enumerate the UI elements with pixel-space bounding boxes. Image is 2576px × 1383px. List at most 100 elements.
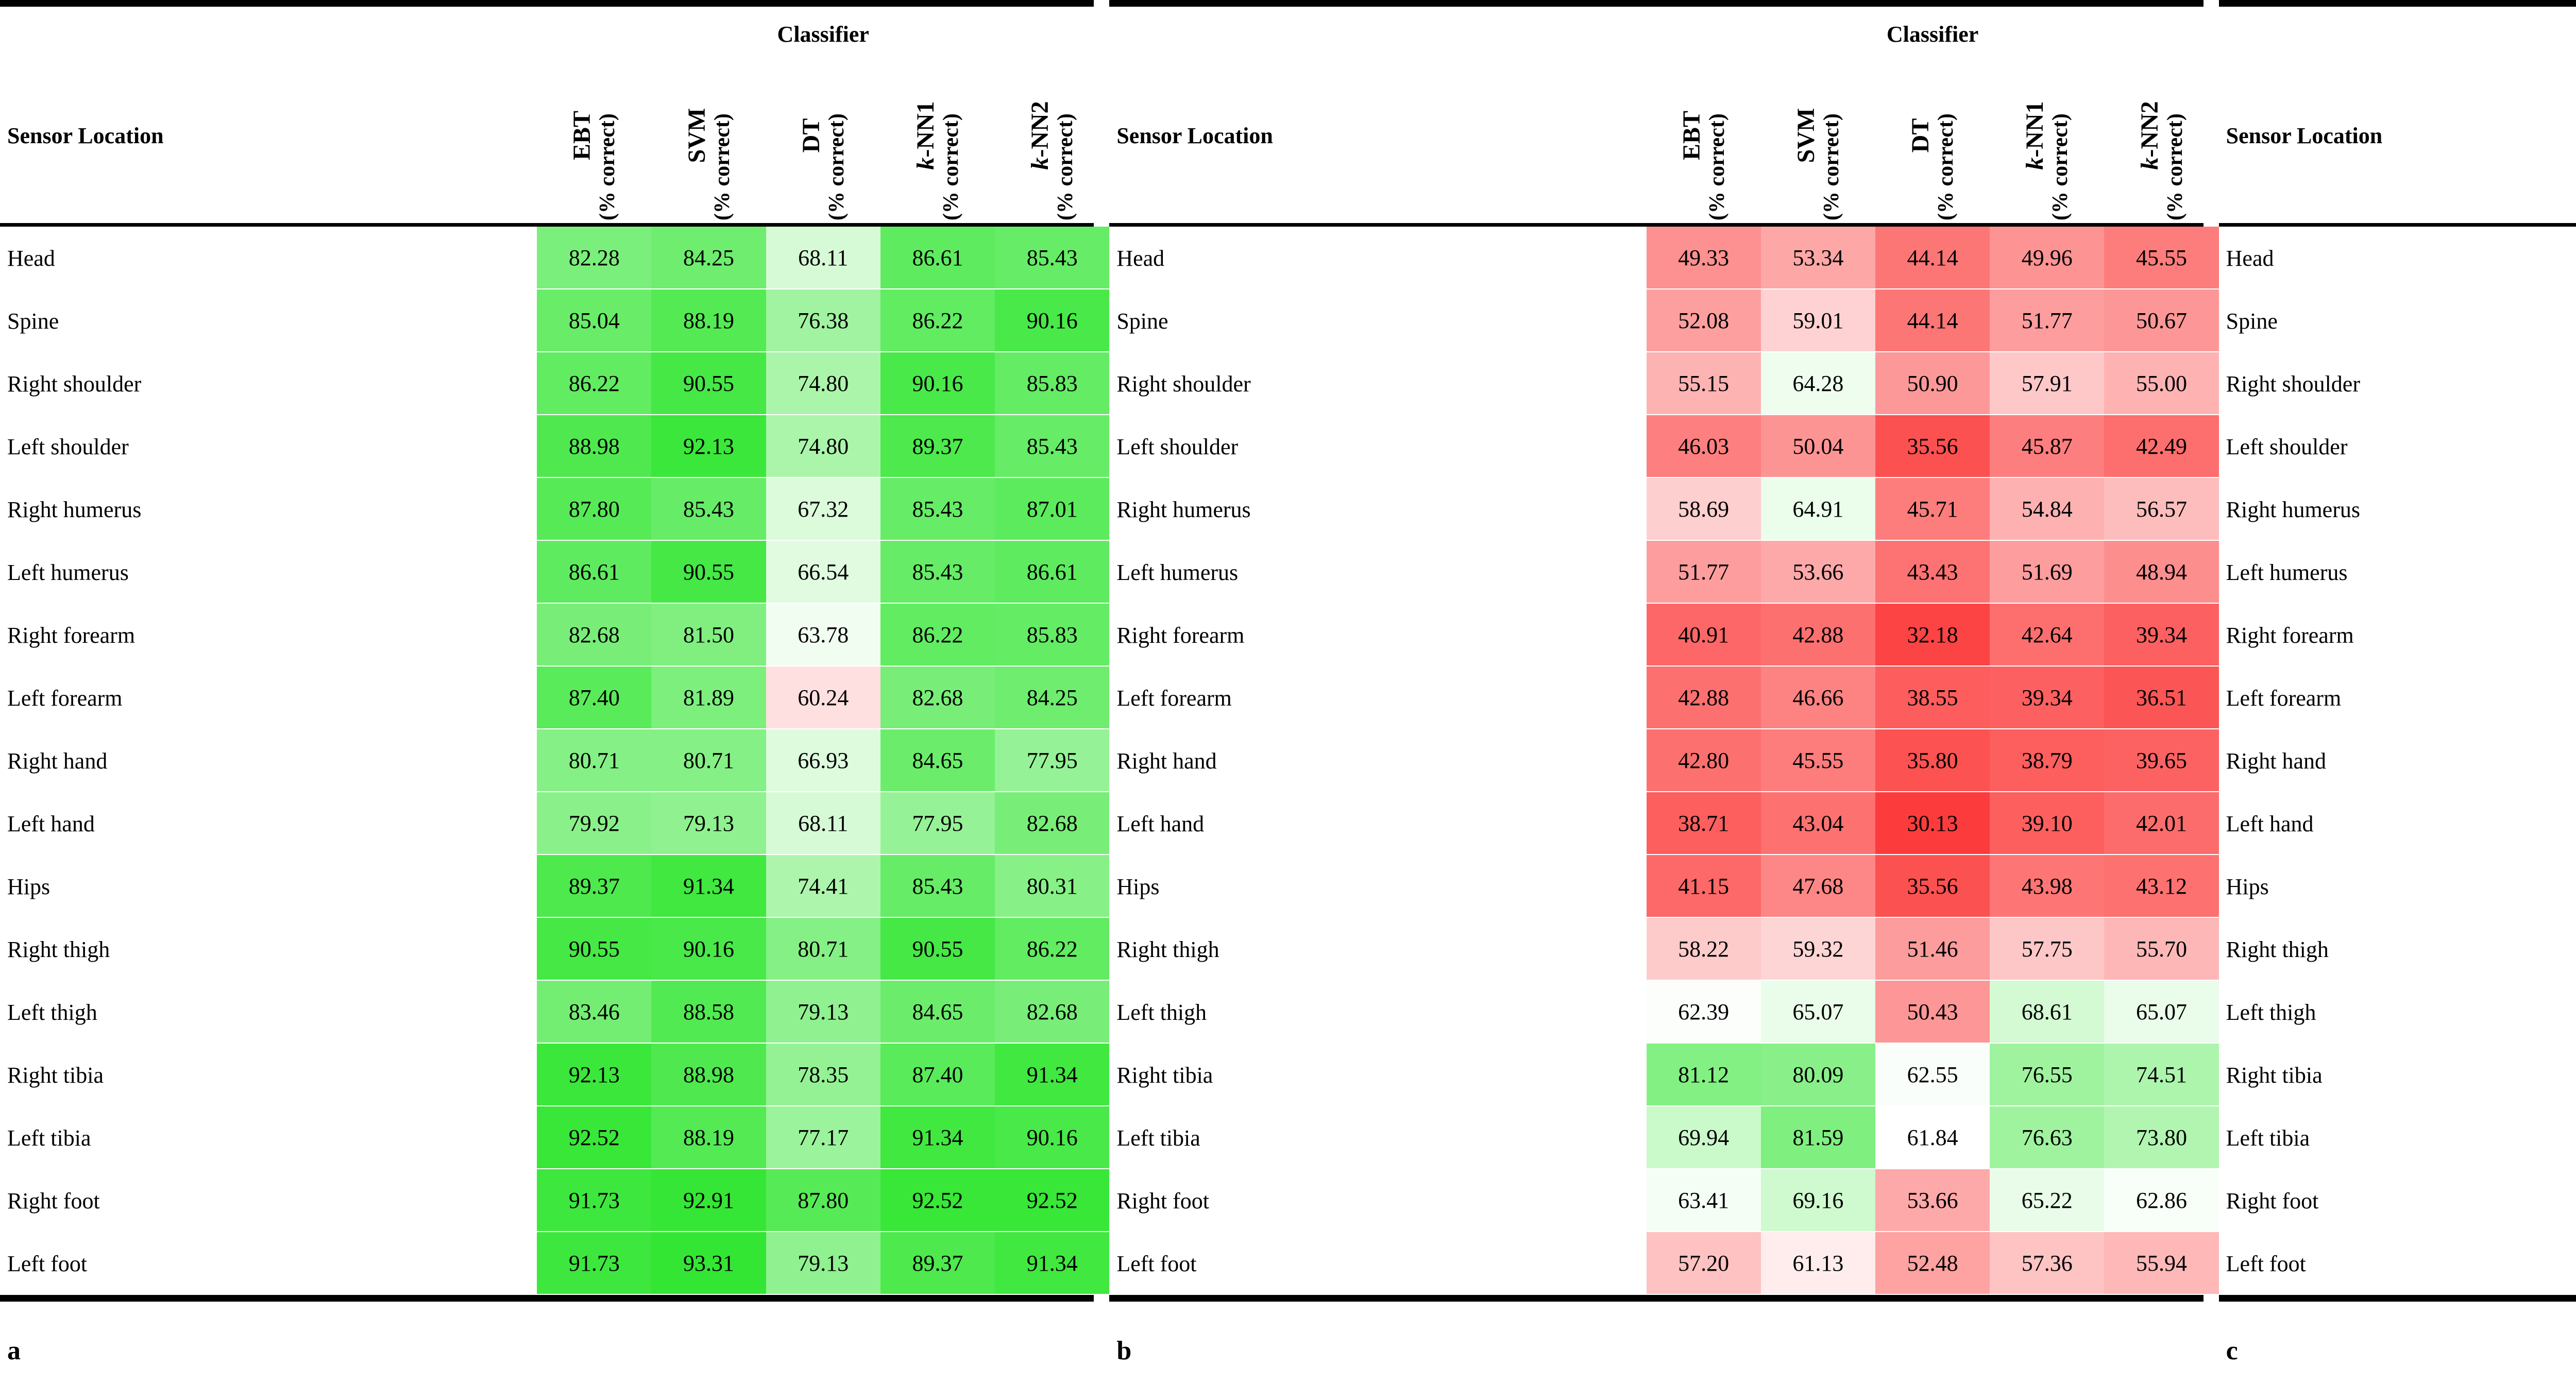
row-label: Hips	[1116, 874, 1160, 899]
column-name-italic: k	[2021, 157, 2049, 170]
heatmap-cell: 43.43	[1875, 541, 1990, 604]
heatmap-cell: 32.18	[1875, 604, 1990, 667]
sensor-location-header: Sensor Location	[2226, 123, 2383, 148]
heatmap-cell: 74.51	[2104, 1044, 2219, 1106]
row-label: Hips	[2226, 874, 2269, 899]
heatmap-cell: 84.25	[651, 227, 766, 289]
heatmap-cell: 87.01	[995, 478, 1110, 541]
top-rule	[1109, 0, 2204, 7]
column-header-ebt: EBT (% correct)	[1647, 48, 1761, 223]
row-label: Left shoulder	[7, 434, 129, 459]
heatmap-cell: 39.34	[2104, 604, 2219, 667]
heatmap-cell: 80.71	[537, 729, 652, 792]
heatmap-cell: 86.61	[995, 541, 1110, 604]
heatmap-cell: 53.66	[1760, 541, 1875, 604]
column-unit: (% correct)	[939, 113, 963, 220]
heatmap-cell: 89.37	[537, 855, 652, 918]
heatmap-cell: 45.55	[2104, 227, 2219, 289]
heatmap-cell: 48.94	[2104, 541, 2219, 604]
heatmap-cell: 91.34	[880, 1106, 995, 1169]
heatmap-cell: 52.48	[1875, 1232, 1990, 1295]
row-label: Left humerus	[1116, 559, 1239, 585]
column-header-svm: SVM (% correct)	[651, 48, 766, 223]
heatmap-cell: 88.19	[651, 1106, 766, 1169]
heatmap-cell: 90.55	[651, 541, 766, 604]
heatmap-cell: 59.32	[1760, 918, 1875, 981]
row-label: Right forearm	[2226, 622, 2354, 648]
heatmap-cell: 50.67	[2104, 289, 2219, 352]
heatmap-cell: 92.13	[651, 415, 766, 478]
heatmap-cell: 91.34	[995, 1232, 1110, 1295]
heatmap-cell: 40.91	[1646, 604, 1761, 667]
column-unit: (% correct)	[2048, 113, 2073, 220]
heatmap-cell: 43.12	[2104, 855, 2219, 918]
column-name: DT	[1907, 50, 1935, 220]
heatmap-cell: 87.80	[537, 478, 652, 541]
row-label: Left foot	[7, 1251, 88, 1276]
heatmap-cell: 80.71	[651, 729, 766, 792]
row-label: Right tibia	[2226, 1062, 2323, 1088]
column-name-rest: EBT	[568, 110, 596, 161]
heatmap-cell: 92.91	[651, 1169, 766, 1232]
column-name: DT	[798, 50, 825, 220]
row-label: Left forearm	[7, 685, 123, 711]
heatmap-cell: 58.69	[1646, 478, 1761, 541]
heatmap-cell: 30.13	[1875, 792, 1990, 855]
column-name-rest: SVM	[1792, 108, 1820, 163]
heatmap-cell: 86.22	[995, 918, 1110, 981]
heatmap-cell: 81.89	[651, 667, 766, 729]
heatmap-cell: 88.58	[651, 981, 766, 1044]
column-name: SVM	[683, 50, 710, 220]
column-name-rest: DT	[1907, 118, 1935, 153]
row-label: Hips	[7, 874, 50, 899]
column-name-italic: k	[911, 157, 939, 170]
heatmap-cell: 55.70	[2104, 918, 2219, 981]
heatmap-cell: 66.54	[766, 541, 880, 604]
classifier-group-header: Classifier	[1886, 22, 1979, 47]
column-name-rest: EBT	[1677, 110, 1705, 161]
column-header-ebt: EBT (% correct)	[537, 48, 651, 223]
heatmap-cell: 89.37	[880, 415, 995, 478]
column-name-rest: SVM	[683, 108, 710, 163]
heatmap-cell: 62.55	[1875, 1044, 1990, 1106]
row-label: Right humerus	[1116, 497, 1251, 522]
heatmap-cell: 69.94	[1646, 1106, 1761, 1169]
heatmap-cell: 50.43	[1875, 981, 1990, 1044]
heatmap-cell: 84.25	[995, 667, 1110, 729]
heatmap-cell: 58.22	[1646, 918, 1761, 981]
sensor-location-header: Sensor Location	[7, 123, 164, 148]
heatmap-cell: 42.80	[1646, 729, 1761, 792]
heatmap-cell: 43.04	[1760, 792, 1875, 855]
heatmap-cell: 90.55	[537, 918, 652, 981]
row-label: Spine	[7, 308, 59, 334]
heatmap-cell: 74.80	[766, 352, 880, 415]
heatmap-cell: 51.77	[1990, 289, 2105, 352]
heatmap-cell: 80.71	[766, 918, 880, 981]
heatmap-cell: 54.84	[1990, 478, 2105, 541]
column-name-italic: k	[2136, 157, 2163, 170]
row-label: Right thigh	[7, 936, 110, 962]
row-label: Right forearm	[1116, 622, 1245, 648]
column-name: k-NN1	[2021, 50, 2049, 220]
row-label: Left tibia	[1116, 1125, 1200, 1151]
heatmap-cell: 53.66	[1875, 1169, 1990, 1232]
row-label: Right tibia	[1116, 1062, 1213, 1088]
heatmap-cell: 57.91	[1990, 352, 2105, 415]
column-unit: (% correct)	[1819, 113, 1843, 220]
row-label: Left foot	[2226, 1251, 2306, 1276]
heatmap-cell: 53.34	[1760, 227, 1875, 289]
heatmap-cell: 76.38	[766, 289, 880, 352]
column-header-svm: SVM (% correct)	[1761, 48, 1875, 223]
heatmap-cell: 88.98	[651, 1044, 766, 1106]
heatmap-cell: 50.90	[1875, 352, 1990, 415]
row-label: Left hand	[1116, 811, 1205, 836]
heatmap-cell: 90.16	[651, 918, 766, 981]
heatmap-cell: 68.11	[766, 227, 880, 289]
column-header-k-nn1: k-NN1 (% correct)	[880, 48, 995, 223]
row-label: Spine	[1116, 308, 1168, 334]
heatmap-cell: 49.33	[1646, 227, 1761, 289]
row-label: Head	[2226, 245, 2274, 271]
heatmap-cell: 89.37	[880, 1232, 995, 1295]
column-unit: (% correct)	[2163, 113, 2187, 220]
